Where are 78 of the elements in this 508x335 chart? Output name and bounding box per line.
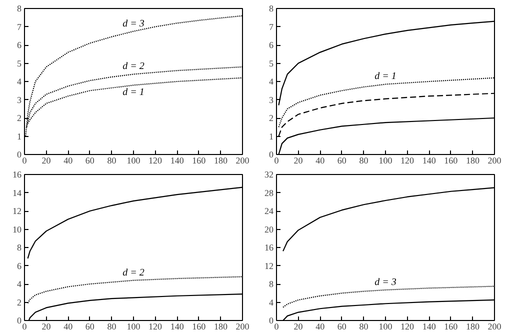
- x-tick-label: 180: [466, 156, 480, 166]
- x-tick-label: 200: [488, 156, 502, 166]
- y-tick-label: 7: [269, 22, 274, 32]
- y-tick-label: 16: [12, 170, 22, 180]
- y-tick-label: 4: [269, 297, 274, 308]
- y-tick-label: 4: [17, 76, 22, 86]
- x-tick-label: 160: [444, 322, 458, 332]
- x-tick-label: 140: [170, 156, 184, 166]
- y-tick-label: 12: [264, 260, 274, 271]
- y-tick-label: 32: [264, 170, 274, 180]
- y-tick-label: 10: [12, 224, 22, 234]
- y-tick-label: 8: [269, 4, 274, 14]
- x-tick-label: 200: [236, 156, 250, 166]
- series-label: d = 1: [122, 87, 144, 98]
- x-tick-label: 60: [85, 322, 95, 332]
- y-tick-label: 8: [17, 4, 22, 14]
- series-label: d = 1: [374, 71, 396, 82]
- x-tick-label: 140: [422, 156, 436, 166]
- x-tick-label: 20: [294, 156, 304, 166]
- x-tick-label: 40: [316, 322, 326, 332]
- y-tick-label: 4: [269, 76, 274, 86]
- x-tick-label: 100: [126, 322, 141, 332]
- y-tick-label: 8: [17, 242, 22, 252]
- x-tick-label: 80: [107, 156, 117, 166]
- y-tick-label: 6: [17, 40, 22, 50]
- x-tick-label: 140: [170, 322, 184, 332]
- y-tick-label: 2: [17, 297, 22, 308]
- y-tick-label: 8: [269, 279, 274, 289]
- x-tick-label: 180: [214, 156, 228, 166]
- series-label: d = 2: [122, 267, 144, 278]
- y-tick-label: 14: [12, 188, 22, 198]
- y-tick-label: 5: [269, 58, 274, 68]
- x-tick-label: 160: [444, 156, 458, 166]
- y-tick-label: 16: [264, 242, 274, 252]
- x-tick-label: 120: [400, 156, 415, 166]
- x-tick-label: 100: [378, 156, 393, 166]
- y-tick-label: 24: [264, 206, 274, 216]
- x-tick-label: 200: [488, 322, 502, 332]
- y-tick-label: 1: [269, 131, 274, 142]
- x-tick-label: 180: [466, 322, 480, 332]
- series-label: d = 3: [122, 18, 144, 30]
- x-tick-label: 80: [359, 156, 369, 166]
- y-tick-label: 7: [17, 22, 22, 32]
- y-tick-label: 2: [17, 113, 22, 123]
- x-tick-label: 40: [64, 322, 74, 332]
- x-tick-label: 60: [337, 156, 347, 166]
- x-tick-label: 60: [85, 156, 95, 166]
- x-tick-label: 100: [378, 322, 393, 332]
- x-tick-label: 20: [294, 322, 304, 332]
- x-tick-label: 120: [148, 156, 163, 166]
- y-tick-label: 6: [269, 40, 274, 50]
- x-tick-label: 140: [422, 322, 436, 332]
- y-tick-label: 12: [12, 206, 22, 216]
- x-tick-label: 60: [337, 322, 347, 332]
- x-tick-label: 20: [42, 156, 52, 166]
- series-label: d = 2: [122, 61, 144, 72]
- x-tick-label: 160: [192, 156, 206, 166]
- x-tick-label: 160: [192, 322, 206, 332]
- y-tick-label: 6: [17, 260, 22, 271]
- x-tick-label: 80: [107, 322, 117, 332]
- series-label: d = 3: [374, 276, 396, 288]
- y-tick-label: 3: [17, 94, 22, 105]
- x-tick-label: 200: [236, 322, 250, 332]
- y-tick-label: 4: [17, 279, 22, 289]
- y-tick-label: 2: [269, 113, 274, 123]
- x-tick-label: 20: [42, 322, 52, 332]
- x-tick-label: 40: [64, 156, 74, 166]
- x-tick-label: 100: [126, 156, 141, 166]
- x-tick-label: 40: [316, 156, 326, 166]
- y-tick-label: 1: [17, 131, 22, 142]
- x-tick-label: 180: [214, 322, 228, 332]
- y-tick-label: 28: [264, 188, 274, 198]
- x-tick-label: 120: [400, 322, 415, 332]
- x-tick-label: 120: [148, 322, 163, 332]
- x-tick-label: 80: [359, 322, 369, 332]
- y-tick-label: 5: [17, 58, 22, 68]
- y-tick-label: 3: [269, 94, 274, 105]
- y-tick-label: 20: [264, 224, 274, 234]
